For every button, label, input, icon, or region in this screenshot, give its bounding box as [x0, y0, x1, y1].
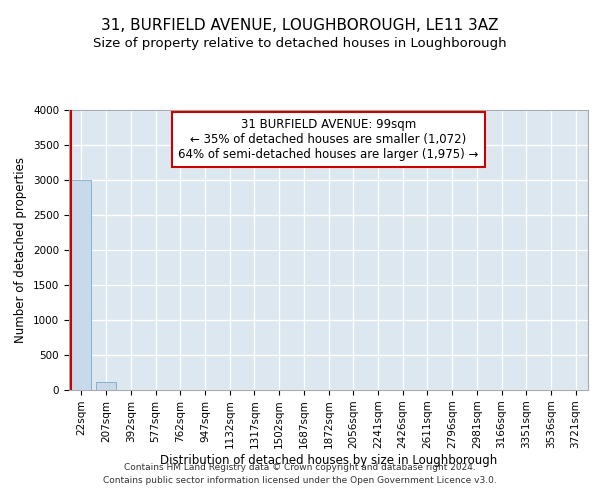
Text: Contains public sector information licensed under the Open Government Licence v3: Contains public sector information licen…	[103, 476, 497, 485]
Y-axis label: Number of detached properties: Number of detached properties	[14, 157, 28, 343]
Text: 31 BURFIELD AVENUE: 99sqm
← 35% of detached houses are smaller (1,072)
64% of se: 31 BURFIELD AVENUE: 99sqm ← 35% of detac…	[178, 118, 479, 162]
Bar	[96, 382, 116, 390]
Text: Size of property relative to detached houses in Loughborough: Size of property relative to detached ho…	[93, 38, 507, 51]
Text: Contains HM Land Registry data © Crown copyright and database right 2024.: Contains HM Land Registry data © Crown c…	[124, 464, 476, 472]
Bar	[71, 180, 91, 390]
X-axis label: Distribution of detached houses by size in Loughborough: Distribution of detached houses by size …	[160, 454, 497, 467]
Text: 31, BURFIELD AVENUE, LOUGHBOROUGH, LE11 3AZ: 31, BURFIELD AVENUE, LOUGHBOROUGH, LE11 …	[101, 18, 499, 32]
